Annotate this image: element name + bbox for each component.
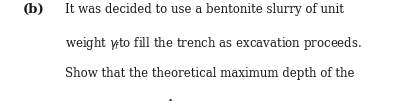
Text: It was decided to use a bentonite slurry of unit: It was decided to use a bentonite slurry…: [65, 3, 344, 16]
Text: (b): (b): [23, 3, 45, 16]
Text: Show that the theoretical maximum depth of the: Show that the theoretical maximum depth …: [65, 67, 354, 80]
Text: trench is $H_{cr} = \dfrac{4s_u}{\gamma_{sat} - \gamma_f}$ where $\gamma_{sat}$ : trench is $H_{cr} = \dfrac{4s_u}{\gamma_…: [65, 97, 362, 101]
Text: weight $\gamma_{\!f}$to fill the trench as excavation proceeds.: weight $\gamma_{\!f}$to fill the trench …: [65, 35, 362, 52]
